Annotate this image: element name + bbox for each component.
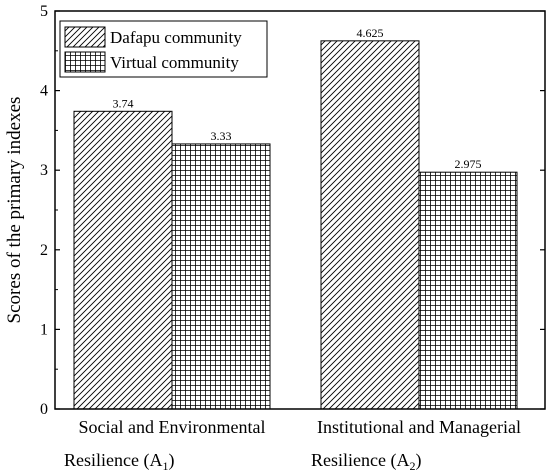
bar-virtual-2	[418, 171, 518, 410]
bar-value-label: 2.975	[455, 157, 482, 171]
y-tick-label: 2	[40, 242, 48, 259]
bar-dafapu-1	[73, 110, 173, 410]
bar-virtual-1	[171, 143, 271, 410]
x-category-label-line2: Resilience (A2)	[311, 450, 421, 473]
y-tick-label: 5	[40, 3, 48, 20]
legend-label-dafapu: Dafapu community	[110, 28, 242, 47]
bar-value-label: 4.625	[357, 26, 384, 40]
x-category-label-line1: Social and Environmental	[79, 417, 266, 437]
bar-value-label: 3.33	[211, 129, 232, 143]
legend-swatch-virtual	[64, 51, 106, 73]
bar-value-label: 3.74	[113, 96, 134, 110]
legend-label-virtual: Virtual community	[110, 53, 239, 72]
y-tick-label: 1	[40, 321, 48, 338]
x-category-label-line1: Institutional and Managerial	[317, 417, 521, 437]
x-category-label-line2: Resilience (A1)	[64, 450, 174, 473]
y-axis-title: Scores of the primary indexes	[4, 97, 25, 324]
y-tick-label: 3	[40, 162, 48, 179]
legend-swatch-dafapu	[64, 26, 106, 48]
y-tick-label: 0	[40, 401, 48, 418]
bar-dafapu-2	[320, 40, 420, 410]
y-tick-label: 4	[40, 83, 48, 100]
legend: Dafapu community Virtual community	[59, 20, 268, 78]
